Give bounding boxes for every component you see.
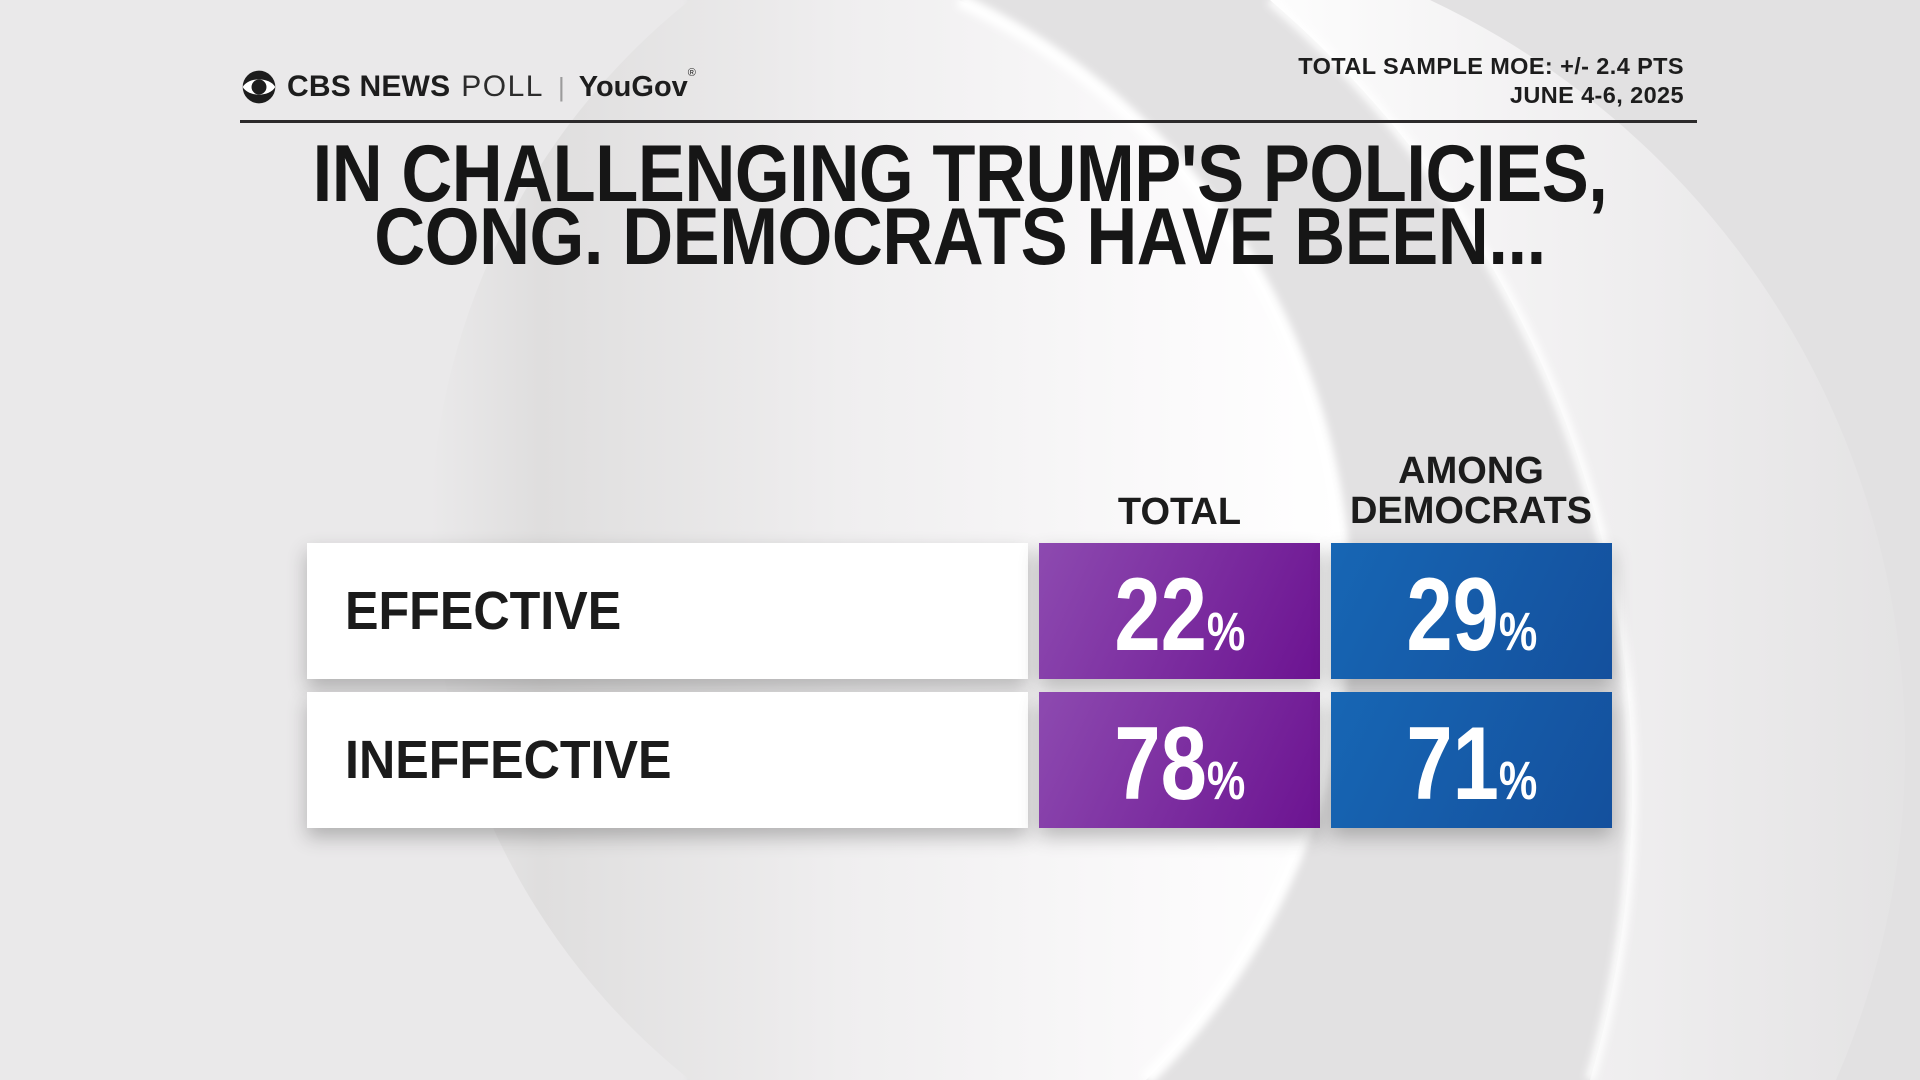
- sample-info: TOTAL SAMPLE MOE: +/- 2.4 PTS JUNE 4-6, …: [1298, 52, 1684, 110]
- title-line-1: IN CHALLENGING TRUMP'S POLICIES,: [312, 129, 1608, 219]
- value-ineffective-total: 78%: [1114, 706, 1245, 822]
- row-label-ineffective: INEFFECTIVE: [307, 692, 1028, 828]
- cbs-eye-icon: [242, 70, 276, 104]
- column-header-total: TOTAL: [1117, 491, 1242, 533]
- value-effective-among-democrats: 29%: [1406, 557, 1537, 673]
- brand-poll: POLL: [461, 70, 544, 103]
- header-divider: [240, 120, 1697, 123]
- cell-ineffective-among-democrats: 71%: [1331, 692, 1612, 828]
- column-header-among-democrats: AMONG DEMOCRATS: [1349, 450, 1593, 532]
- row-label-effective: EFFECTIVE: [307, 543, 1028, 679]
- cell-effective-total: 22%: [1039, 543, 1320, 679]
- brand-separator: |: [558, 71, 565, 102]
- registered-mark: ®: [687, 66, 696, 79]
- moe-line: TOTAL SAMPLE MOE: +/- 2.4 PTS: [1298, 53, 1684, 79]
- title-line-2: CONG. DEMOCRATS HAVE BEEN...: [374, 192, 1546, 282]
- brand-yougov: YouGov®: [578, 66, 696, 103]
- value-ineffective-among-democrats: 71%: [1406, 706, 1537, 822]
- value-effective-total: 22%: [1114, 557, 1245, 673]
- brand-lockup: CBS NEWS POLL | YouGov®: [242, 66, 696, 104]
- brand-cbs-news: CBS NEWS: [287, 70, 451, 103]
- date-line: JUNE 4-6, 2025: [1509, 82, 1684, 108]
- cell-ineffective-total: 78%: [1039, 692, 1320, 828]
- page-title: IN CHALLENGING TRUMP'S POLICIES, CONG. D…: [247, 129, 1674, 282]
- cell-effective-among-democrats: 29%: [1331, 543, 1612, 679]
